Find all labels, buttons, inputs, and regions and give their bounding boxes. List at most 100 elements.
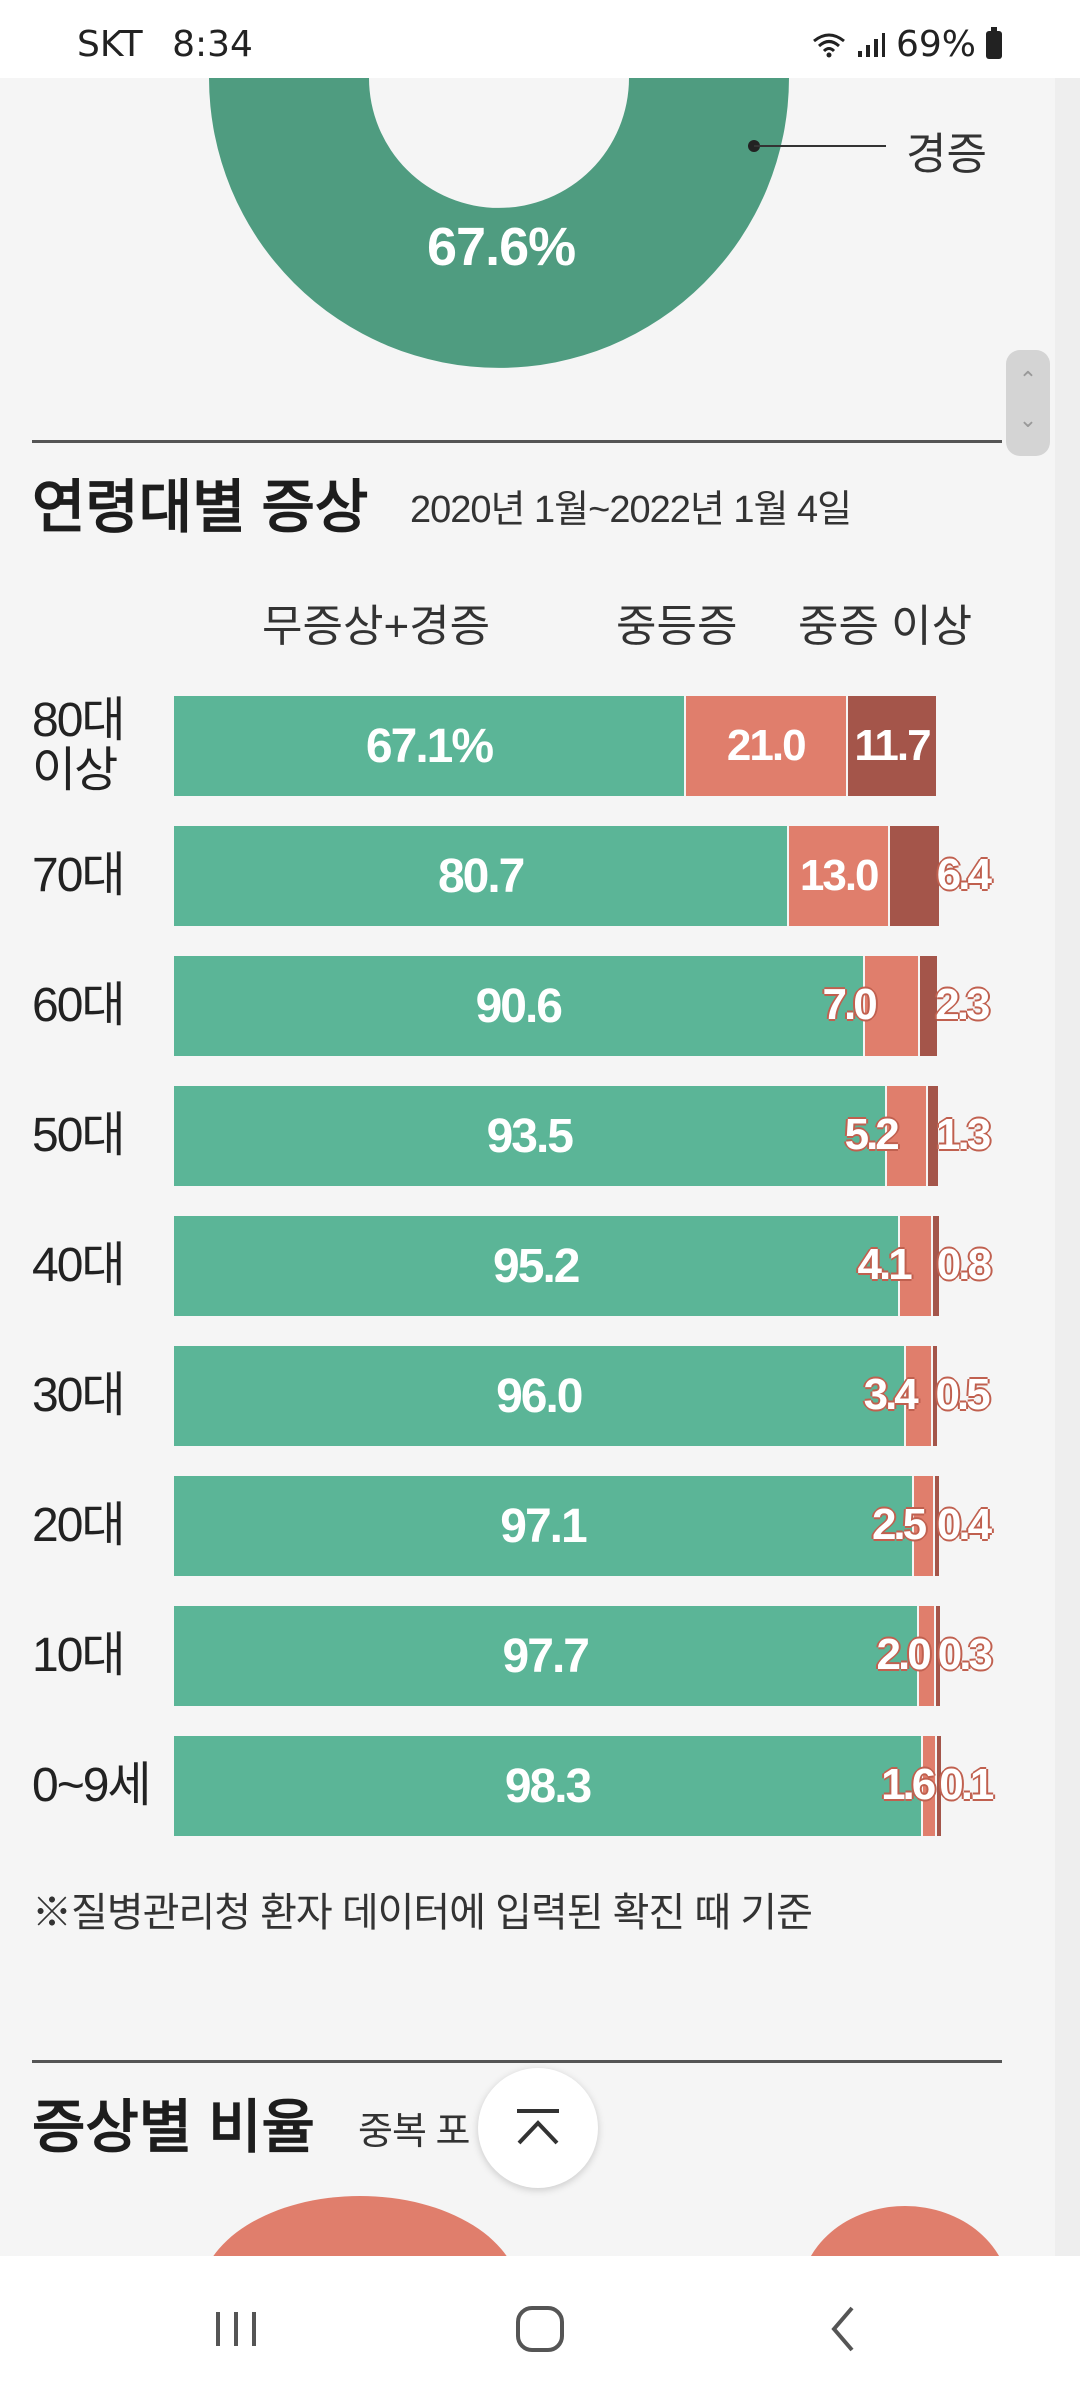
bar-value-label: 80.7 [437, 849, 525, 903]
bar-segment-moderate: 21.0 [683, 696, 846, 796]
bar-segment-moderate: 13.0 [787, 826, 889, 926]
recent-apps-button[interactable] [196, 2294, 276, 2364]
bar-value-label: 4.1 [857, 1240, 913, 1289]
bar-segment-mild: 97.7 [174, 1606, 917, 1706]
battery-icon [986, 26, 1002, 59]
carrier-label: SKT [77, 24, 143, 65]
bar-segment-mild: 93.5 [174, 1086, 885, 1186]
status-left: SKT 8:34 [77, 24, 271, 65]
back-button[interactable] [804, 2294, 884, 2364]
stacked-bar: 95.2 [174, 1216, 939, 1316]
row-label: 0~9세 [32, 1759, 152, 1812]
section-title-symptoms: 증상별 비율 [32, 2095, 315, 2160]
bar-segment-severe [930, 1216, 939, 1316]
severity-donut-chart [209, 78, 886, 368]
bar-value-label: 2.3 [935, 980, 990, 1029]
clock-label: 8:34 [172, 24, 253, 65]
bar-value-label: 93.5 [486, 1109, 574, 1163]
bar-value-label: 2.0 [876, 1630, 932, 1679]
wifi-icon [813, 33, 845, 57]
section-title-age: 연령대별 증상 [32, 475, 369, 540]
bar-value-label: 0.4 [936, 1500, 992, 1549]
bar-segment-moderate [921, 1736, 936, 1836]
bar-segment-moderate [916, 1606, 934, 1706]
system-nav-bar [0, 2256, 1080, 2400]
section-divider [32, 440, 1002, 443]
row-label: 60대 [32, 979, 126, 1032]
bar-segment-moderate [897, 1216, 931, 1316]
row-label: 10대 [32, 1629, 126, 1682]
bar-segment-severe [926, 1086, 938, 1186]
bar-value-label: 13.0 [799, 851, 880, 900]
bar-segment-moderate [903, 1346, 932, 1446]
scroll-to-top-button[interactable] [478, 2068, 598, 2188]
section-subtitle-note: 중복 포 [358, 2111, 470, 2153]
stacked-bar: 67.1% 21.0 11.7 [174, 696, 937, 796]
bar-value-label: 5.2 [844, 1110, 900, 1159]
row-label: 70대 [32, 849, 126, 902]
bar-value-label: 1.3 [936, 1110, 991, 1159]
bar-segment-severe [932, 1476, 939, 1576]
stacked-bar: 97.7 [174, 1606, 940, 1706]
stacked-bar: 93.5 [174, 1086, 938, 1186]
donut-mild-arc [209, 78, 789, 368]
section-divider-2 [32, 2060, 1002, 2063]
next-chart-circle-left [213, 2196, 507, 2256]
row-label: 30대 [32, 1369, 126, 1422]
home-button[interactable] [500, 2294, 580, 2364]
bar-segment-mild: 90.6 [174, 956, 863, 1056]
article-content: 경증 67.6% 연령대별 증상 2020년 1월~2022년 1월 4일 무증… [0, 78, 1080, 2256]
bar-segment-severe [917, 956, 938, 1056]
status-bar: SKT 8:34 69% [0, 0, 1080, 78]
stacked-bar: 90.6 [174, 956, 938, 1056]
bar-value-label: 95.2 [493, 1239, 580, 1293]
status-right: 69% [812, 24, 1002, 65]
section-subtitle-period: 2020년 1월~2022년 1월 4일 [410, 489, 852, 531]
bar-segment-severe: 11.7 [845, 696, 937, 796]
bar-segment-mild: 95.2 [174, 1216, 898, 1316]
bar-segment-severe [888, 826, 939, 926]
bar-segment-mild: 98.3 [174, 1736, 922, 1836]
bar-value-label: 0.3 [937, 1630, 993, 1679]
chevron-up-icon [517, 2109, 559, 2145]
chevron-down-icon: ⌄ [1018, 408, 1038, 433]
stacked-bar: 96.0 [174, 1346, 938, 1446]
bar-segment-moderate [911, 1476, 933, 1576]
legend-mild: 무증상+경증 [262, 602, 491, 651]
row-label: 80대 이상 [32, 694, 126, 797]
bar-value-label: 0.1 [939, 1760, 994, 1809]
stacked-bar: 80.7 13.0 [174, 826, 939, 926]
legend-severe: 중증 이상 [798, 602, 973, 651]
legend-moderate: 중등증 [616, 602, 738, 651]
bar-segment-severe [933, 1606, 940, 1706]
battery-percent: 69% [895, 24, 976, 65]
signal-icon [857, 32, 885, 57]
row-label: 40대 [32, 1239, 126, 1292]
chart-footnote: ※질병관리청 환자 데이터에 입력된 확진 때 기준 [32, 1891, 813, 1935]
bar-value-label: 21.0 [726, 721, 807, 770]
row-label: 50대 [32, 1109, 126, 1162]
bar-value-label: 0.8 [936, 1240, 992, 1289]
donut-percent-label: 67.6% [427, 217, 576, 277]
stacked-bar: 97.1 [174, 1476, 939, 1576]
bar-value-label: 96.0 [496, 1369, 583, 1423]
page-scrollbar-track[interactable] [1055, 78, 1080, 2256]
fast-scroll-handle[interactable]: ⌃ ⌄ [1006, 350, 1050, 456]
bar-segment-moderate [884, 1086, 927, 1186]
bar-value-label: 98.3 [504, 1759, 592, 1813]
row-label: 20대 [32, 1499, 126, 1552]
bar-value-label: 67.1% [365, 719, 494, 773]
bar-segment-mild: 80.7 [174, 826, 788, 926]
bar-segment-severe [931, 1346, 938, 1446]
bar-value-label: 2.5 [871, 1500, 927, 1549]
bar-value-label: 3.4 [863, 1370, 919, 1419]
bar-value-label: 1.6 [881, 1760, 936, 1809]
stacked-bar: 98.3 [174, 1736, 942, 1836]
donut-category-label: 경증 [906, 129, 987, 180]
bar-value-label: 6.4 [936, 850, 992, 899]
next-chart-preview [213, 2196, 1000, 2256]
bar-value-label: 0.5 [935, 1370, 990, 1419]
bar-value-label: 90.6 [475, 979, 563, 1033]
bar-segment-severe [935, 1736, 942, 1836]
bar-segment-moderate [862, 956, 918, 1056]
